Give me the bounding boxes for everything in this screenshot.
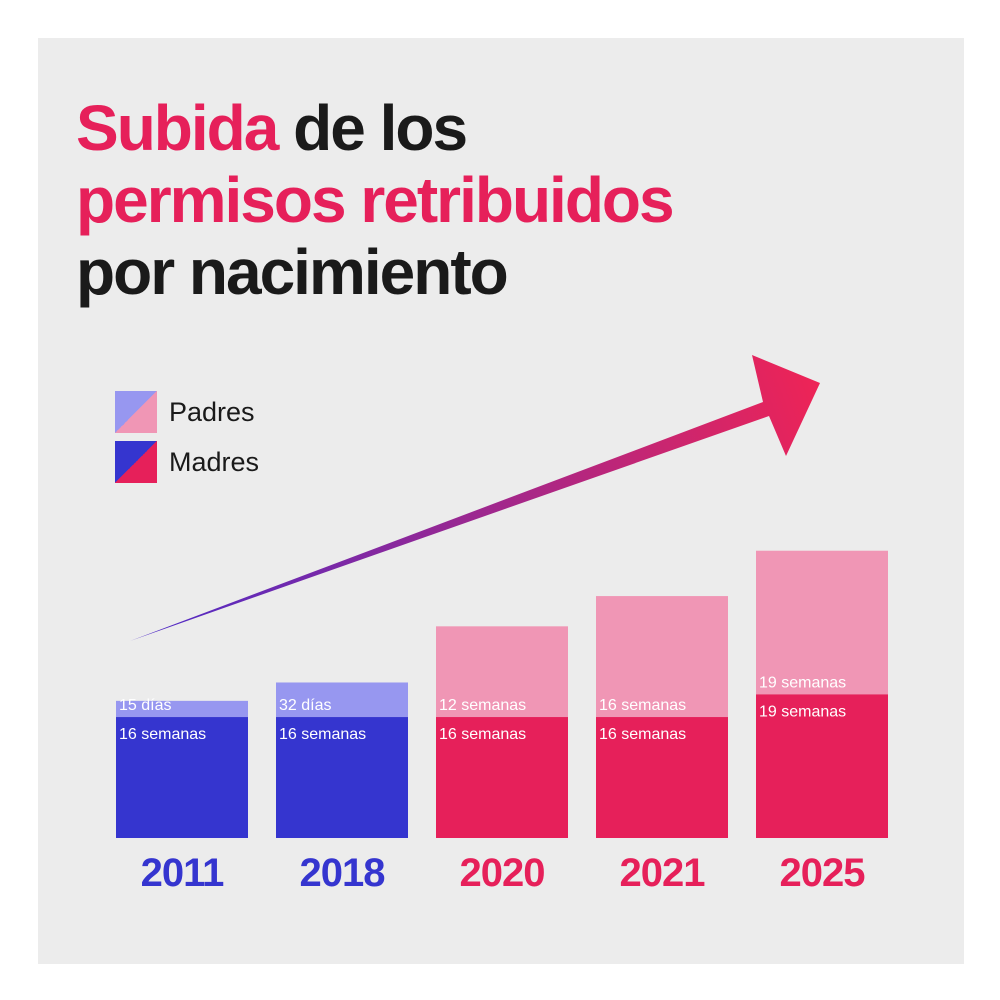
data-label-madres-2021: 16 semanas — [599, 726, 686, 743]
bar-madres-2020 — [436, 717, 568, 838]
legend-swatch-padres — [115, 391, 157, 433]
x-tick-label-2018: 2018 — [300, 851, 386, 895]
legend-item-madres: Madres — [115, 441, 259, 483]
x-tick-label-2020: 2020 — [460, 851, 545, 895]
bar-madres-2018 — [276, 717, 408, 838]
title-highlight: Subida — [76, 92, 279, 164]
legend-label-madres: Madres — [169, 446, 260, 477]
bar-padres-2020 — [436, 626, 568, 718]
x-tick-label-2025: 2025 — [780, 851, 866, 895]
x-tick-label-2011: 2011 — [141, 851, 225, 895]
bar-padres-2018 — [276, 682, 408, 718]
title-line-2: permisos retribuidos — [76, 164, 675, 236]
data-label-padres-2025: 19 semanas — [759, 674, 846, 691]
legend-swatch-madres — [115, 441, 157, 483]
bars-group: 15 días 16 semanas 2011 32 días 16 semanas 20… — [116, 550, 888, 895]
bar-padres-2011 — [116, 700, 248, 718]
title-line-1: Subida de los — [76, 92, 673, 164]
x-tick-label-2021: 2021 — [620, 851, 706, 895]
data-label-padres-2020: 12 semanas — [439, 697, 526, 714]
data-label-padres-2021: 16 semanas — [599, 697, 686, 714]
legend-label-padres: Padres — [169, 396, 255, 427]
data-label-madres-2025: 19 semanas — [759, 703, 846, 720]
data-label-madres-2018: 16 semanas — [279, 726, 366, 743]
data-label-madres-2020: 16 semanas — [439, 726, 526, 743]
bar-madres-2025 — [756, 694, 888, 838]
title-line-3: por nacimiento — [76, 236, 509, 308]
title-line-1-rest: de los — [277, 92, 468, 164]
data-label-madres-2011: 16 semanas — [119, 726, 206, 743]
legend-item-padres: Padres — [115, 391, 259, 433]
data-label-padres-2011: 15 días — [119, 697, 171, 714]
bar-madres-2011 — [116, 717, 248, 838]
chart-title: Subida de los permisos retribuidos por n… — [76, 92, 675, 308]
bar-padres-2025 — [756, 550, 888, 695]
bar-madres-2021 — [596, 717, 728, 838]
data-label-padres-2018: 32 días — [279, 697, 331, 714]
bar-padres-2021 — [596, 596, 728, 718]
legend: Padres Madres — [115, 391, 259, 491]
